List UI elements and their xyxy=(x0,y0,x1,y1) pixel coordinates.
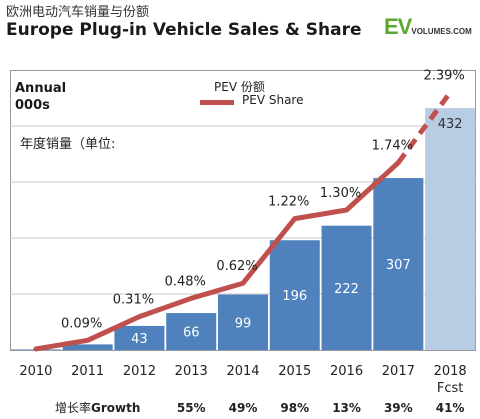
share-line xyxy=(33,160,401,352)
legend-label: PEV Share xyxy=(242,93,304,107)
legend-line-swatch xyxy=(200,100,234,105)
share-value-label: 0.31% xyxy=(113,293,154,308)
chart-title-zh: 欧洲电动汽车销量与份额 xyxy=(6,5,150,20)
bar-2014 xyxy=(218,294,268,350)
x-tick-label: 2015 xyxy=(278,364,311,379)
legend-label-zh: PEV 份额 xyxy=(214,80,265,94)
growth-value: 55% xyxy=(177,401,206,415)
bar-2015 xyxy=(269,240,320,350)
growth-value: 49% xyxy=(229,401,258,415)
x-tick-label: 2014 xyxy=(226,364,259,379)
logo-main: EV xyxy=(384,14,412,39)
x-tick-label: 2016 xyxy=(330,364,363,379)
share-value-label: 1.30% xyxy=(320,186,361,201)
bar-value-label: 307 xyxy=(386,258,411,273)
plot-frame xyxy=(10,70,476,351)
logo-sub: VOLUMES.COM xyxy=(411,27,472,36)
growth-value: 39% xyxy=(384,401,413,415)
share-value-label: 0.48% xyxy=(165,274,206,289)
growth-row-label: 增长率Growth xyxy=(55,399,140,416)
share-value-label: 1.22% xyxy=(268,195,309,210)
growth-value: 41% xyxy=(436,401,465,415)
y-axis-label-zh: 年度销量（单位: xyxy=(20,137,116,152)
share-value-label: 1.74% xyxy=(372,139,413,154)
y-axis-label-line2: 000s xyxy=(15,98,50,113)
share-line-forecast xyxy=(396,91,453,165)
bar-2012 xyxy=(114,325,165,350)
bar-value-label: 196 xyxy=(282,289,307,304)
bar-2013 xyxy=(166,313,217,350)
bar-value-label: 222 xyxy=(334,282,359,297)
bar-2018 xyxy=(425,108,476,350)
bar-value-label: 99 xyxy=(235,316,252,331)
growth-value: 98% xyxy=(280,401,309,415)
x-tick-label: 2010 xyxy=(19,364,52,379)
bar-value-label: 66 xyxy=(183,326,200,341)
share-value-label: 0.62% xyxy=(216,259,257,274)
bar-2017 xyxy=(373,178,424,350)
x-tick-label: 2013 xyxy=(175,364,208,379)
x-tick-sublabel: Fcst xyxy=(437,381,464,396)
bar-value-label: 43 xyxy=(131,332,148,347)
chart-title: Europe Plug-in Vehicle Sales & Share xyxy=(6,20,362,40)
x-tick-label: 2012 xyxy=(123,364,156,379)
bar-2011 xyxy=(62,344,113,350)
growth-label-zh: 增长率 xyxy=(55,401,92,415)
share-value-label: 2.39% xyxy=(423,69,464,84)
x-tick-label: 2011 xyxy=(71,364,104,379)
ev-volumes-logo: EVVOLUMES.COM xyxy=(384,14,472,40)
y-axis-label-line1: Annual xyxy=(15,81,67,96)
bar-2016 xyxy=(321,225,372,350)
growth-value: 13% xyxy=(332,401,361,415)
bar-value-label: 432 xyxy=(438,117,463,132)
share-value-label: 0.09% xyxy=(61,316,102,331)
growth-label-en: Growth xyxy=(91,401,141,415)
x-tick-label: 2017 xyxy=(382,364,415,379)
x-tick-label: 2018 xyxy=(434,364,467,379)
y-axis-label: Annual 000s xyxy=(15,80,66,114)
